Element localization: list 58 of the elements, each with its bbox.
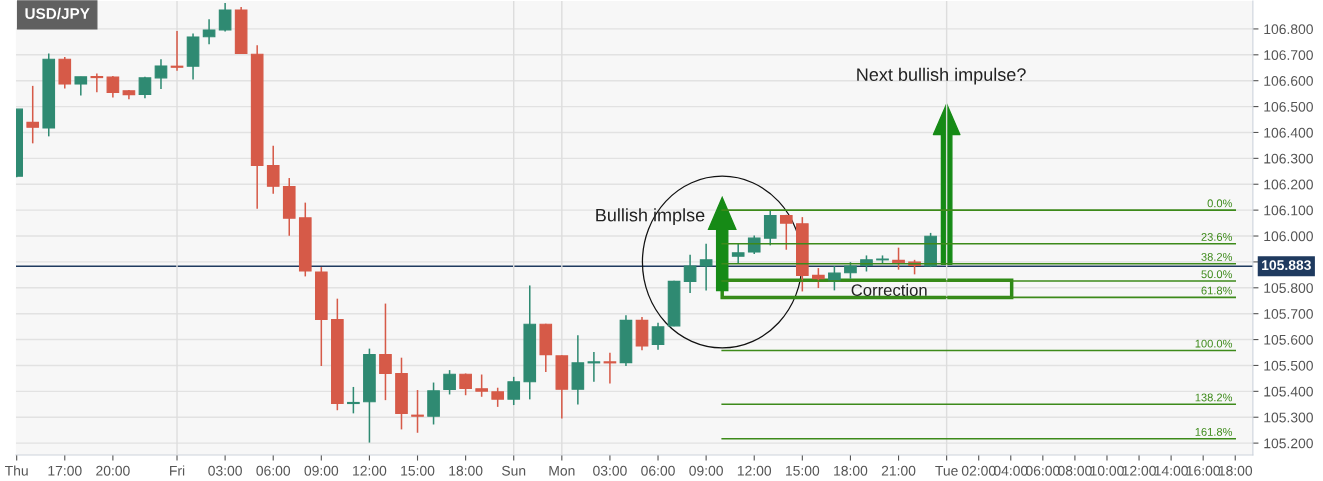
annotation: Correction [851, 283, 927, 297]
x-tick-label: 12:00 [353, 465, 387, 476]
y-tick-label: 105.500 [1264, 360, 1313, 371]
x-tick-label: 15:00 [786, 465, 820, 476]
y-tick-label: 105.700 [1264, 309, 1313, 319]
annotation: Bullish implse [596, 208, 705, 226]
x-tick-label: 06:00 [256, 465, 291, 476]
x-tick-label: 20:00 [96, 465, 130, 476]
series-label: 38.2% [1201, 252, 1233, 261]
x-tick-label: 03:00 [208, 465, 242, 476]
x-tick-label: 08:00 [1058, 465, 1092, 476]
series-label: 50.0% [1201, 270, 1233, 279]
x-tick-label: 18:00 [1218, 465, 1253, 476]
x-tick-label: 06:00 [641, 465, 675, 476]
y-tick-label: 106.300 [1264, 153, 1313, 164]
series-label: 23.6% [1201, 233, 1233, 241]
x-tick-label: Thu [5, 465, 28, 476]
x-tick-label: Mon [549, 465, 575, 476]
y-tick-label: 106.600 [1264, 76, 1313, 86]
x-tick-label: 02:00 [961, 465, 996, 476]
x-tick-label: 18:00 [834, 465, 868, 476]
y-tick-label: 106.100 [1264, 205, 1313, 216]
x-tick-label: 21:00 [881, 465, 916, 476]
x-tick-label: 14:00 [1154, 465, 1188, 476]
x-tick-label: Sun [502, 465, 526, 476]
x-tick-label: 12:00 [737, 465, 772, 476]
ref-line-label: 105.883 [1262, 260, 1311, 271]
x-tick-label: 10:00 [1090, 465, 1124, 476]
y-tick-label: 106.200 [1264, 179, 1313, 190]
x-tick-label: 12:00 [1122, 465, 1156, 476]
chart-title: USD/JPY [25, 7, 90, 20]
y-tick-label: 106.500 [1264, 101, 1313, 112]
x-tick-label: 15:00 [401, 465, 435, 476]
y-tick-label: 105.300 [1264, 412, 1313, 423]
y-tick-label: 106.400 [1264, 127, 1313, 138]
x-tick-label: 18:00 [449, 465, 483, 476]
y-tick-label: 106.700 [1264, 50, 1313, 60]
y-tick-label: 105.200 [1264, 438, 1313, 449]
series-label: 0.0% [1207, 199, 1233, 208]
x-tick-label: Fri [170, 465, 185, 476]
x-tick-label: 09:00 [689, 465, 723, 476]
x-tick-label: 03:00 [593, 465, 627, 476]
x-tick-label: 09:00 [304, 465, 339, 476]
y-tick-label: 105.600 [1264, 334, 1313, 345]
series-label: 161.8% [1195, 427, 1233, 436]
x-tick-label: 04:00 [993, 465, 1028, 476]
y-tick-label: 106.000 [1264, 231, 1313, 242]
series-label: 61.8% [1201, 286, 1233, 295]
series-label: 100.0% [1195, 339, 1233, 348]
x-tick-label: 16:00 [1186, 465, 1221, 476]
y-tick-label: 105.800 [1264, 283, 1313, 293]
x-tick-label: 06:00 [1026, 465, 1060, 476]
annotation: Next bullish impulse? [857, 67, 1026, 85]
series-label: 138.2% [1195, 393, 1233, 402]
y-tick-label: 105.400 [1264, 386, 1313, 397]
y-tick-label: 106.800 [1264, 24, 1313, 35]
x-tick-label: Tue [935, 465, 958, 476]
x-tick-label: 17:00 [48, 465, 82, 476]
